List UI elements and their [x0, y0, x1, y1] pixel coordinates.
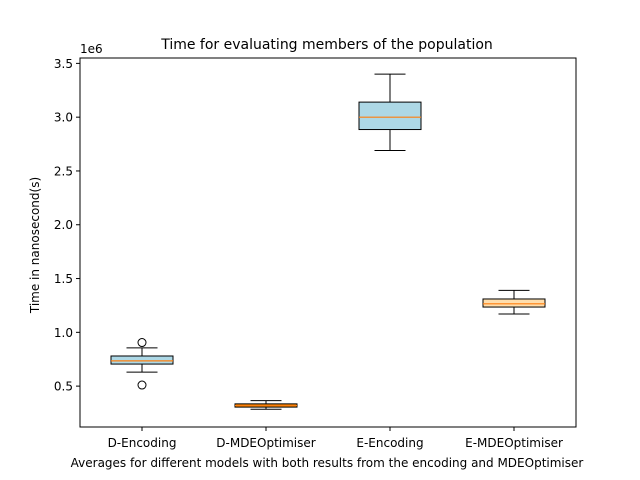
- box-d-encoding: [110, 338, 174, 390]
- box-e-mdeoptimiser: [482, 289, 546, 315]
- y-tick-label: 3.0: [54, 111, 73, 125]
- axes-frame: [79, 57, 577, 428]
- box-d-mdeoptimiser: [234, 400, 298, 410]
- y-tick-label: 2.5: [54, 164, 73, 178]
- y-tick-label: 2.0: [54, 218, 73, 232]
- y-axis-multiplier: 1e6: [80, 42, 103, 56]
- x-tick-label: E-MDEOptimiser: [465, 436, 563, 450]
- y-tick-label: 3.5: [54, 57, 73, 71]
- x-tick-label: D-MDEOptimiser: [216, 436, 316, 450]
- outlier-point: [137, 338, 147, 348]
- y-tick-label: 1.5: [54, 272, 73, 286]
- x-tick-label: E-Encoding: [356, 436, 423, 450]
- y-tick-label: 0.5: [54, 380, 73, 394]
- x-axis-label: Averages for different models with both …: [71, 456, 584, 470]
- y-tick-label: 1.0: [54, 326, 73, 340]
- x-tick-label: D-Encoding: [108, 436, 177, 450]
- outlier-point: [137, 380, 147, 390]
- box-body: [110, 355, 174, 365]
- y-axis-label: Time in nanosecond(s): [28, 177, 42, 314]
- box-body: [482, 298, 546, 308]
- plot-area: 0.5 1.0 1.5 2.0 2.5 3.0 3.5 D-Encoding D-MDEOpti…: [54, 57, 577, 450]
- box-e-encoding: [358, 73, 422, 152]
- chart-title: Time for evaluating members of the popul…: [160, 37, 493, 53]
- box-body: [358, 101, 422, 131]
